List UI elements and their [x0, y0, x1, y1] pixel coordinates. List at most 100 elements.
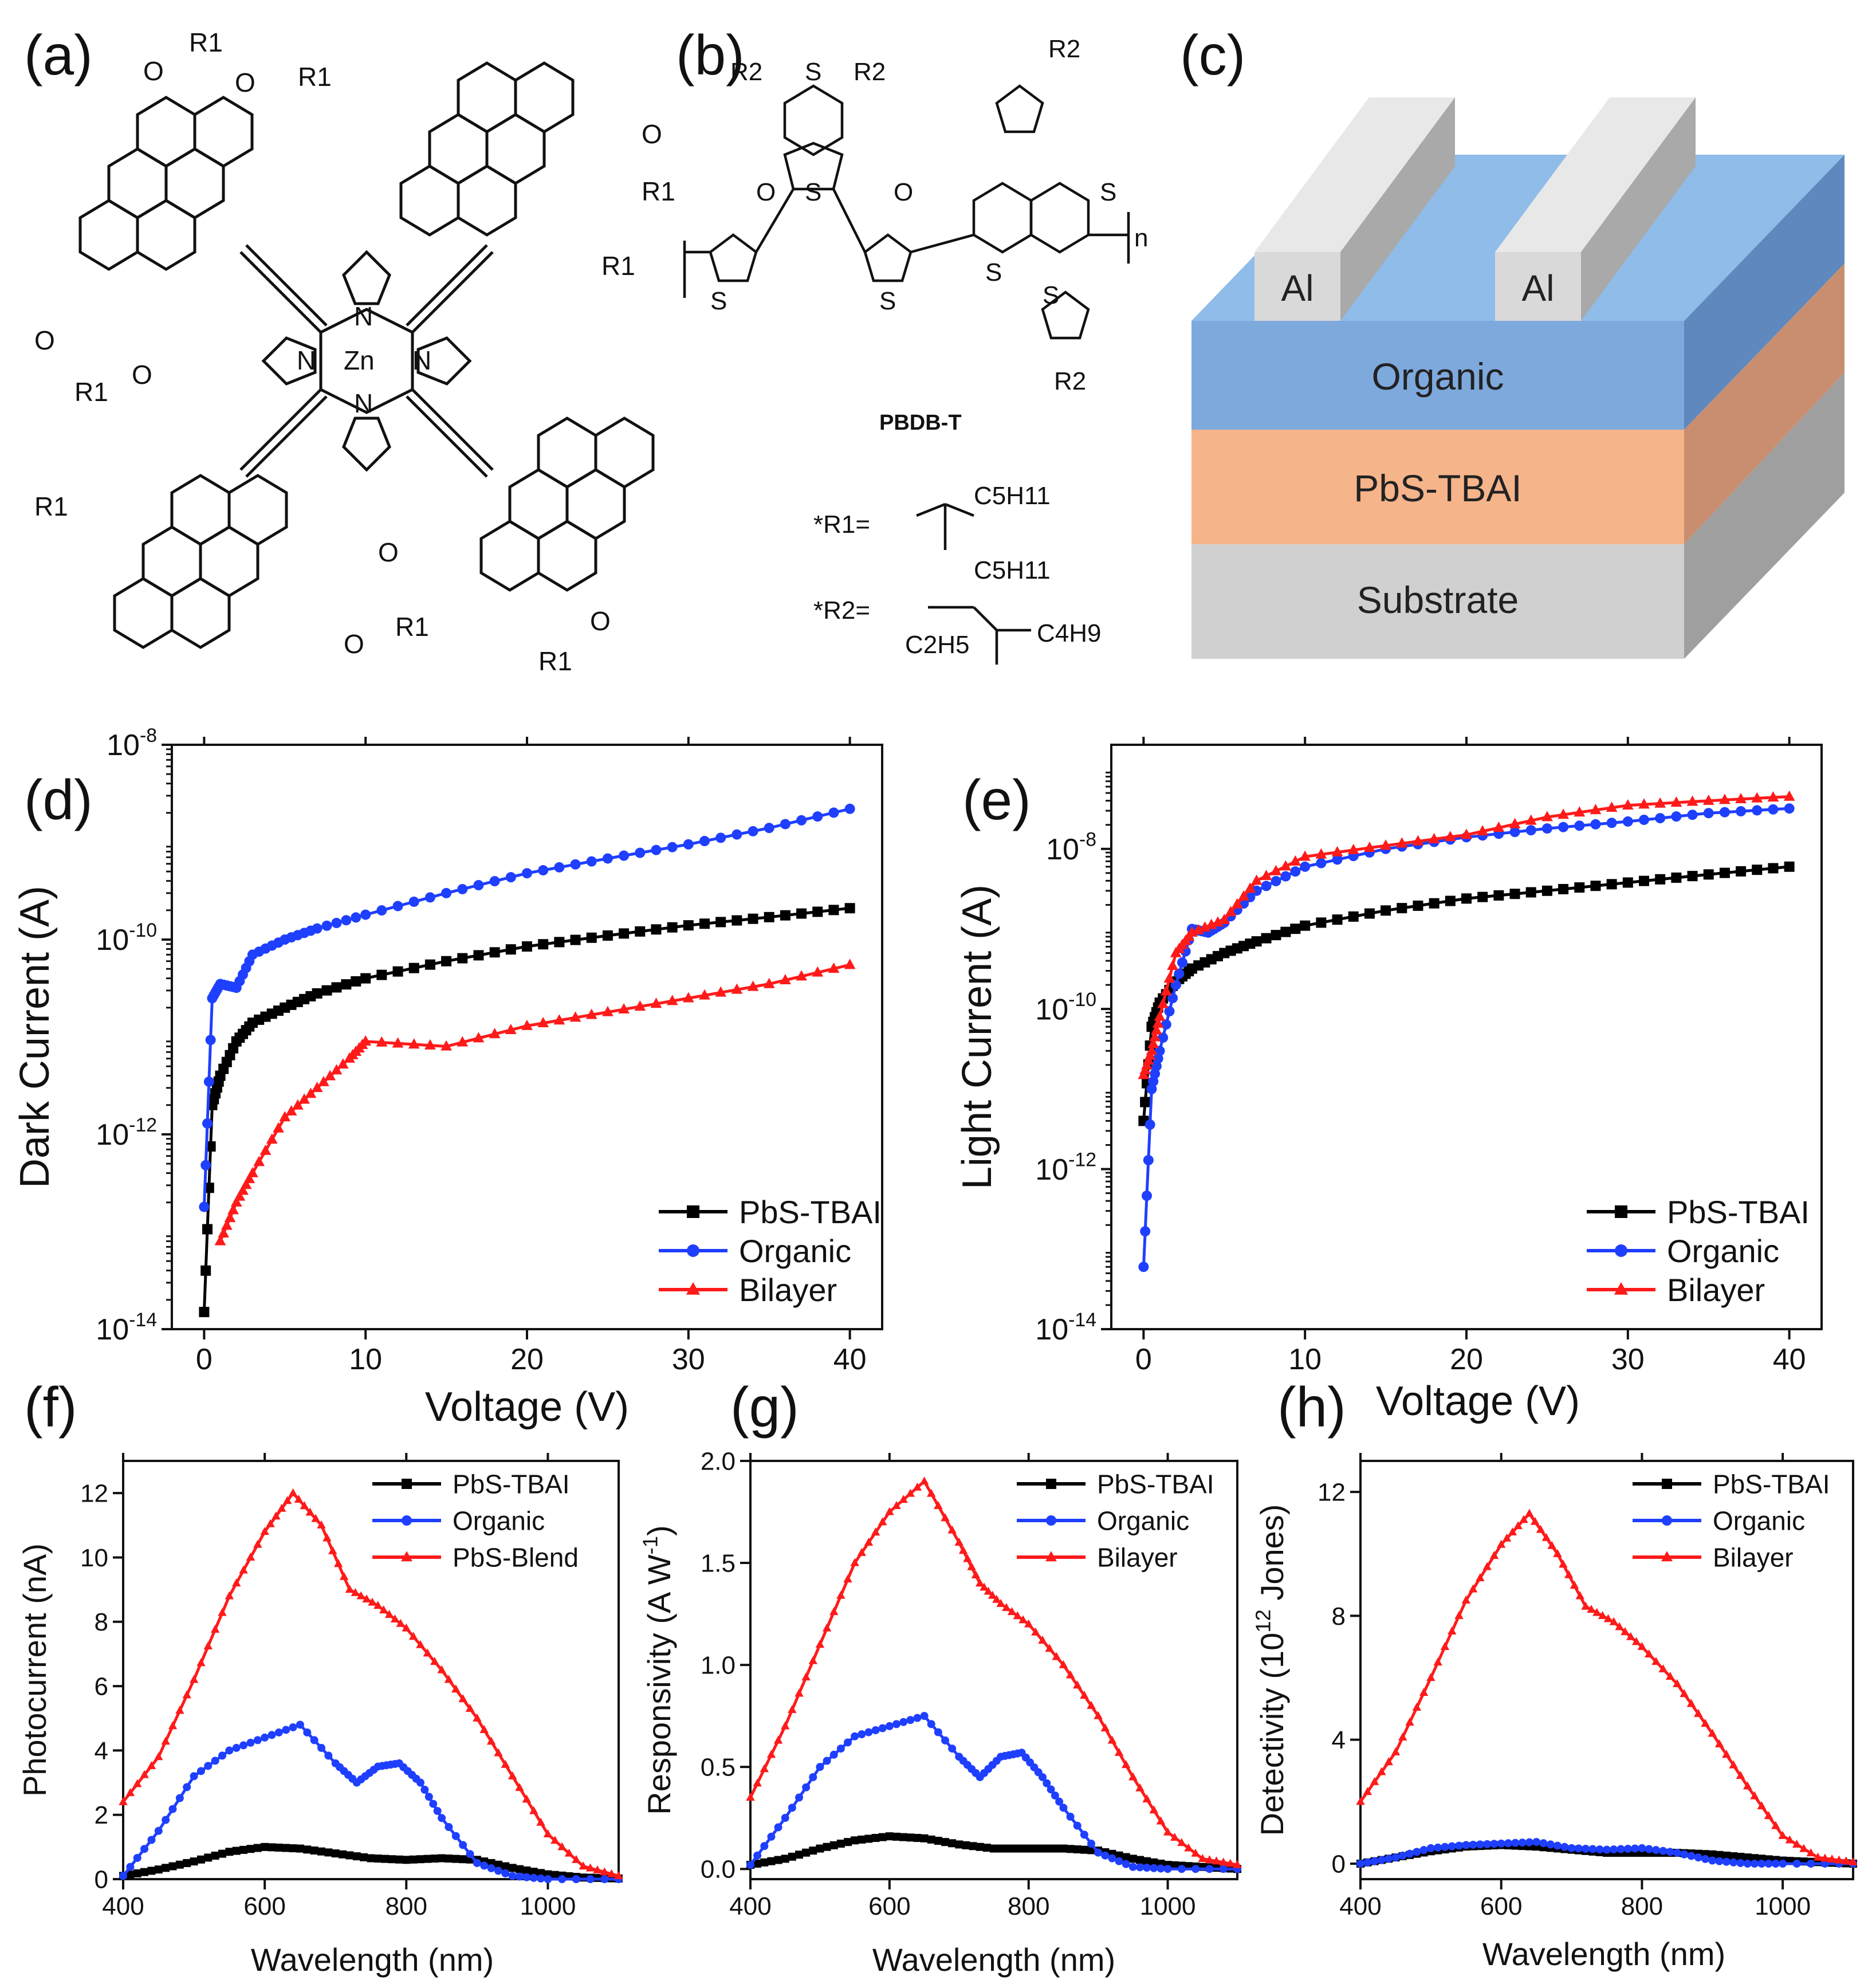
data-point — [1212, 1856, 1221, 1865]
legend-marker — [402, 1515, 412, 1526]
data-point — [764, 912, 774, 922]
data-point — [1150, 1864, 1158, 1872]
data-point — [1163, 1865, 1172, 1873]
data-point — [289, 1723, 297, 1731]
panel-label-a: (a) — [24, 23, 93, 87]
data-point — [1671, 872, 1682, 883]
data-point — [1115, 1857, 1123, 1865]
data-point — [1595, 1845, 1604, 1854]
y-tick-label: 2.0 — [701, 1447, 736, 1475]
data-point — [1606, 802, 1618, 812]
data-point — [1703, 869, 1714, 880]
electrode-left-front — [1254, 252, 1340, 321]
data-point — [1433, 1657, 1442, 1666]
data-point — [844, 803, 855, 814]
data-point — [154, 1865, 163, 1874]
data-point — [1136, 1863, 1144, 1872]
data-point — [318, 1075, 329, 1086]
data-point — [489, 876, 500, 887]
data-point — [317, 1847, 325, 1856]
data-point — [1587, 1605, 1596, 1613]
legend-marker — [1615, 1244, 1627, 1257]
legend-label: Bilayer — [1713, 1543, 1794, 1573]
oxygen-label: O — [642, 119, 662, 149]
data-point — [1128, 1772, 1138, 1781]
data-point — [1493, 821, 1505, 832]
data-point — [1225, 906, 1237, 917]
panel-label-c: (c) — [1180, 23, 1246, 87]
data-point — [1031, 1844, 1040, 1853]
data-point — [211, 1757, 219, 1765]
data-point — [808, 1656, 817, 1664]
legend-marker — [401, 1551, 412, 1562]
data-point — [458, 1694, 467, 1703]
data-point — [1567, 1844, 1576, 1852]
data-point — [465, 1703, 475, 1712]
data-point — [1370, 1857, 1379, 1865]
data-point — [305, 1087, 317, 1098]
legend-marker — [1615, 1205, 1627, 1218]
data-point — [699, 918, 710, 929]
data-point — [1038, 1635, 1047, 1644]
molecule-a-structure: N N N N Zn R1 R1 R1 R1 R1 R1 R1 R1 O O O… — [34, 27, 675, 676]
data-point — [885, 1722, 894, 1730]
data-point — [1750, 1791, 1759, 1800]
data-point — [858, 1835, 866, 1844]
data-point — [433, 1806, 442, 1815]
data-point — [430, 1855, 439, 1863]
oxygen-label: O — [894, 178, 913, 206]
data-point — [1010, 1844, 1019, 1853]
data-point — [125, 1788, 135, 1797]
panel-label-f: (f) — [24, 1376, 77, 1439]
data-point — [162, 1864, 170, 1872]
data-point — [1363, 1787, 1372, 1796]
data-point — [182, 1690, 191, 1699]
data-point — [1489, 1551, 1499, 1559]
data-point — [763, 977, 775, 988]
data-point — [323, 1533, 332, 1542]
y-tick-label: 12 — [1318, 1478, 1346, 1506]
data-point — [1622, 799, 1634, 810]
data-point — [947, 1525, 957, 1534]
data-point — [1743, 1781, 1752, 1790]
data-point — [585, 1863, 595, 1872]
data-point — [747, 980, 759, 991]
data-point — [508, 1864, 517, 1872]
data-point — [268, 1731, 276, 1739]
data-point — [416, 1855, 424, 1864]
data-point — [773, 1735, 783, 1744]
data-point — [732, 915, 742, 926]
y-tick-label: 10-8 — [1046, 829, 1096, 866]
data-point — [1751, 1859, 1759, 1868]
data-point — [801, 1672, 811, 1681]
data-point — [341, 915, 352, 926]
data-point — [941, 1736, 949, 1745]
x-tick-label: 800 — [386, 1892, 427, 1920]
data-point — [927, 1488, 936, 1497]
data-point — [1477, 891, 1488, 902]
data-point — [1219, 1857, 1228, 1866]
data-point — [746, 1861, 754, 1869]
data-point — [802, 1783, 811, 1791]
data-point — [459, 1855, 467, 1864]
data-point — [1799, 1844, 1808, 1852]
data-point — [1509, 818, 1521, 828]
data-point — [1553, 1549, 1562, 1557]
data-point — [844, 958, 856, 969]
data-point — [1687, 1852, 1696, 1860]
x-tick-label: 600 — [1480, 1892, 1522, 1920]
legend-marker — [687, 1244, 699, 1257]
data-point — [593, 1865, 602, 1873]
data-point — [1558, 808, 1569, 819]
data-point — [1736, 806, 1747, 817]
data-point — [196, 1767, 205, 1775]
data-point — [1574, 1844, 1583, 1853]
data-point — [282, 1844, 290, 1852]
data-point — [1525, 825, 1536, 836]
data-point — [1114, 1747, 1124, 1756]
data-point — [1764, 1859, 1773, 1868]
data-point — [760, 1764, 769, 1773]
y-tick-label: 10 — [80, 1544, 108, 1572]
data-point — [795, 1688, 804, 1697]
y-tick-label: 4 — [95, 1737, 108, 1765]
